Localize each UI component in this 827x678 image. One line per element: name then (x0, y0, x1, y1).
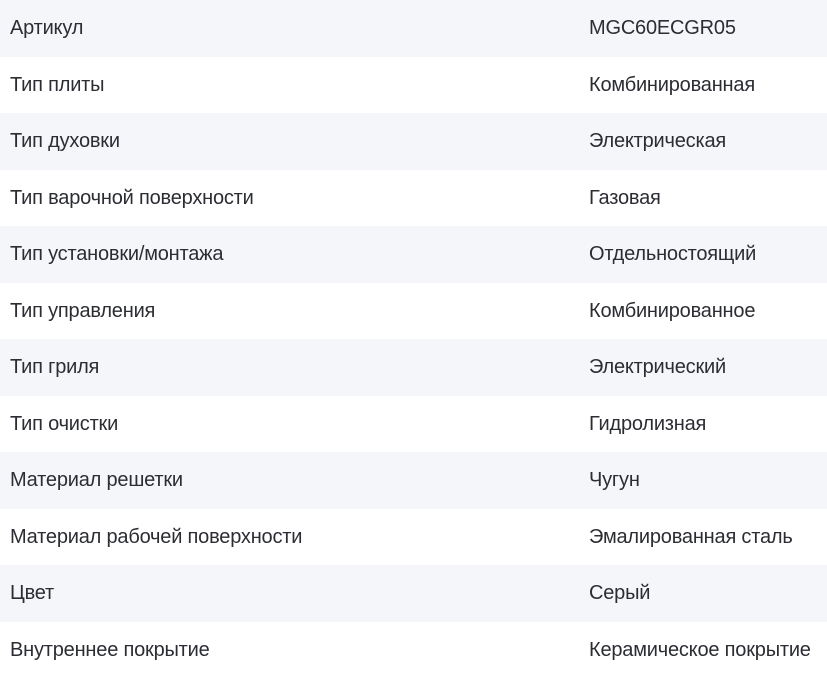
spec-value: Керамическое покрытие (589, 638, 811, 661)
spec-label: Цвет (10, 582, 55, 605)
spec-row: Тип варочной поверхности Газовая (0, 169, 827, 226)
spec-value: MGC60ECGR05 (589, 17, 736, 40)
spec-row: Тип очистки Гидролизная (0, 395, 827, 452)
spec-row: Тип управления Комбинированное (0, 282, 827, 339)
spec-row: Тип плиты Комбинированная (0, 56, 827, 113)
spec-label: Тип управления (10, 299, 156, 322)
spec-value: Электрический (589, 356, 726, 379)
spec-value: Комбинированное (589, 299, 756, 322)
spec-label: Тип духовки (10, 130, 120, 153)
spec-row: Материал решетки Чугун (0, 452, 827, 509)
spec-label: Тип гриля (10, 356, 100, 379)
spec-label: Артикул (10, 17, 84, 40)
spec-value: Электрическая (589, 130, 727, 153)
spec-label: Тип варочной поверхности (10, 186, 254, 209)
spec-row: Тип гриля Электрический (0, 339, 827, 396)
spec-row: Цвет Серый (0, 565, 827, 622)
spec-value: Эмалированная сталь (589, 525, 793, 548)
spec-label: Материал решетки (10, 469, 183, 492)
spec-label: Внутреннее покрытие (10, 638, 210, 661)
spec-label: Материал рабочей поверхности (10, 525, 303, 548)
spec-value: Серый (589, 582, 651, 605)
spec-value: Гидролизная (589, 412, 707, 435)
spec-value: Отдельностоящий (589, 243, 757, 266)
spec-value: Газовая (589, 186, 661, 209)
spec-row: Материал рабочей поверхности Эмалированн… (0, 508, 827, 565)
spec-label: Тип очистки (10, 412, 119, 435)
spec-row: Тип установки/монтажа Отдельностоящий (0, 226, 827, 283)
spec-label: Тип установки/монтажа (10, 243, 224, 266)
spec-row: Тип духовки Электрическая (0, 113, 827, 170)
spec-value: Комбинированная (589, 73, 755, 96)
spec-row: Внутреннее покрытие Керамическое покрыти… (0, 621, 827, 678)
spec-value: Чугун (589, 469, 640, 492)
spec-row: Артикул MGC60ECGR05 (0, 0, 827, 57)
spec-label: Тип плиты (10, 73, 105, 96)
